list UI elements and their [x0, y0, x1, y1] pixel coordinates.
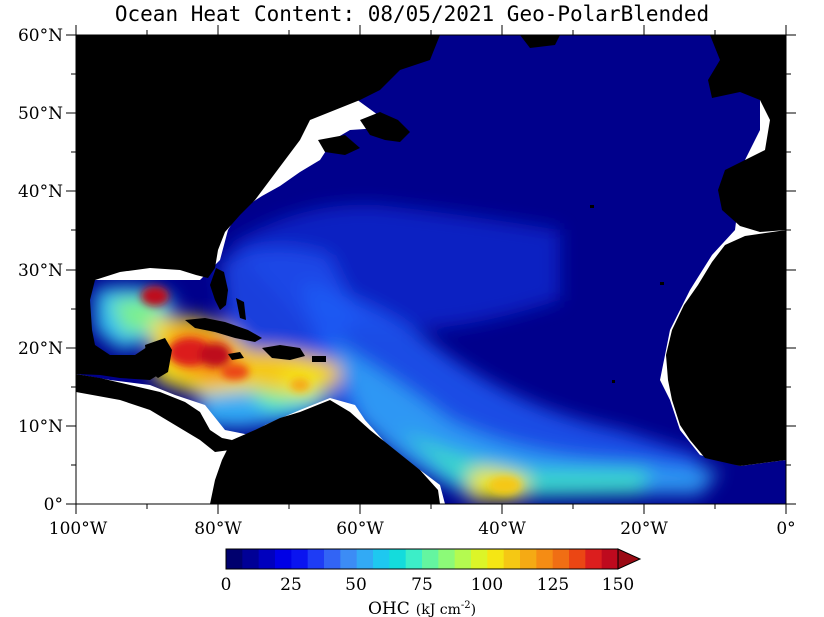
colorbar-swatch — [226, 549, 243, 569]
colorbar-swatch — [503, 549, 521, 569]
colorbar-swatches — [225, 548, 619, 570]
hispaniola-land — [262, 345, 305, 360]
colorbar-tick-100: 100 — [471, 575, 503, 595]
newfoundland-land — [360, 112, 410, 142]
puerto-rico-land — [312, 356, 326, 362]
south-america-land — [210, 400, 440, 504]
north-america-land — [76, 35, 440, 380]
colorbar-swatch — [422, 549, 439, 569]
bahamas-land — [236, 298, 246, 320]
colorbar-label: OHC (kJ cm-2) — [368, 599, 476, 617]
africa-land — [666, 230, 786, 466]
colorbar-swatch — [389, 549, 407, 569]
colorbar-swatch — [340, 549, 358, 569]
central-america-land — [76, 374, 232, 452]
colorbar-swatch — [585, 549, 603, 569]
colorbar-swatch — [275, 549, 292, 569]
colorbar-units-exponent: -2 — [461, 600, 471, 611]
colorbar-units: (kJ cm — [416, 602, 461, 617]
florida-land — [210, 268, 228, 310]
colorbar-swatch — [520, 549, 537, 569]
colorbar-swatch — [324, 549, 341, 569]
colorbar-tick-75: 75 — [411, 575, 433, 595]
colorbar-tick-50: 50 — [345, 575, 367, 595]
latitude-labels: 60°N 50°N 40°N 30°N 20°N 10°N 0° — [18, 26, 63, 515]
lon-label-80w: 80°W — [194, 519, 242, 539]
colorbar-swatch — [487, 549, 505, 569]
colorbar-label-name: OHC — [368, 599, 410, 617]
lon-label-40w: 40°W — [478, 519, 526, 539]
ohc-hotspots — [141, 286, 521, 494]
nova-scotia-land — [318, 135, 360, 155]
colorbar-swatch — [438, 549, 456, 569]
colorbar-tick-150: 150 — [602, 575, 634, 595]
colorbar-swatch — [291, 549, 309, 569]
colorbar-swatch — [373, 549, 390, 569]
lat-label-20n: 20°N — [18, 339, 63, 359]
colorbar: 0 25 50 75 100 125 150 OHC (kJ cm-2) — [221, 548, 642, 617]
colorbar-tick-125: 125 — [537, 575, 569, 595]
colorbar-swatch — [569, 549, 586, 569]
colorbar-tick-labels: 0 25 50 75 100 125 150 — [221, 575, 635, 595]
colorbar-tick-25: 25 — [280, 575, 302, 595]
colorbar-swatch — [536, 549, 554, 569]
colorbar-swatch — [454, 549, 472, 569]
longitude-labels: 100°W 80°W 60°W 40°W 20°W 0° — [49, 519, 796, 539]
cuba-land — [185, 318, 262, 342]
colorbar-swatch — [258, 549, 276, 569]
lat-label-60n: 60°N — [18, 26, 63, 46]
colorbar-swatch — [471, 549, 488, 569]
europe-land — [708, 35, 786, 232]
map-title: Ocean Heat Content: 08/05/2021 Geo-Polar… — [114, 2, 710, 26]
land-masses — [76, 35, 786, 504]
lon-label-100w: 100°W — [49, 519, 108, 539]
lat-label-40n: 40°N — [18, 182, 63, 202]
colorbar-swatch — [307, 549, 325, 569]
lon-label-0: 0° — [776, 519, 795, 539]
colorbar-swatch — [601, 549, 619, 569]
jamaica-land — [228, 352, 244, 360]
colorbar-swatch — [405, 549, 423, 569]
colorbar-tick-0: 0 — [221, 575, 232, 595]
lat-label-30n: 30°N — [18, 261, 63, 281]
lon-label-20w: 20°W — [620, 519, 668, 539]
yucatan-land — [145, 338, 172, 378]
greenland-land — [520, 35, 560, 48]
lat-label-10n: 10°N — [18, 417, 63, 437]
colorbar-swatch — [356, 549, 374, 569]
colorbar-swatch — [242, 549, 260, 569]
axis-ticks — [66, 25, 796, 514]
lat-label-0: 0° — [44, 495, 63, 515]
colorbar-swatch — [552, 549, 570, 569]
lon-label-60w: 60°W — [336, 519, 384, 539]
colorbar-units-close: ) — [471, 602, 476, 617]
colorbar-overflow-arrow — [617, 548, 642, 570]
lat-label-50n: 50°N — [18, 104, 63, 124]
